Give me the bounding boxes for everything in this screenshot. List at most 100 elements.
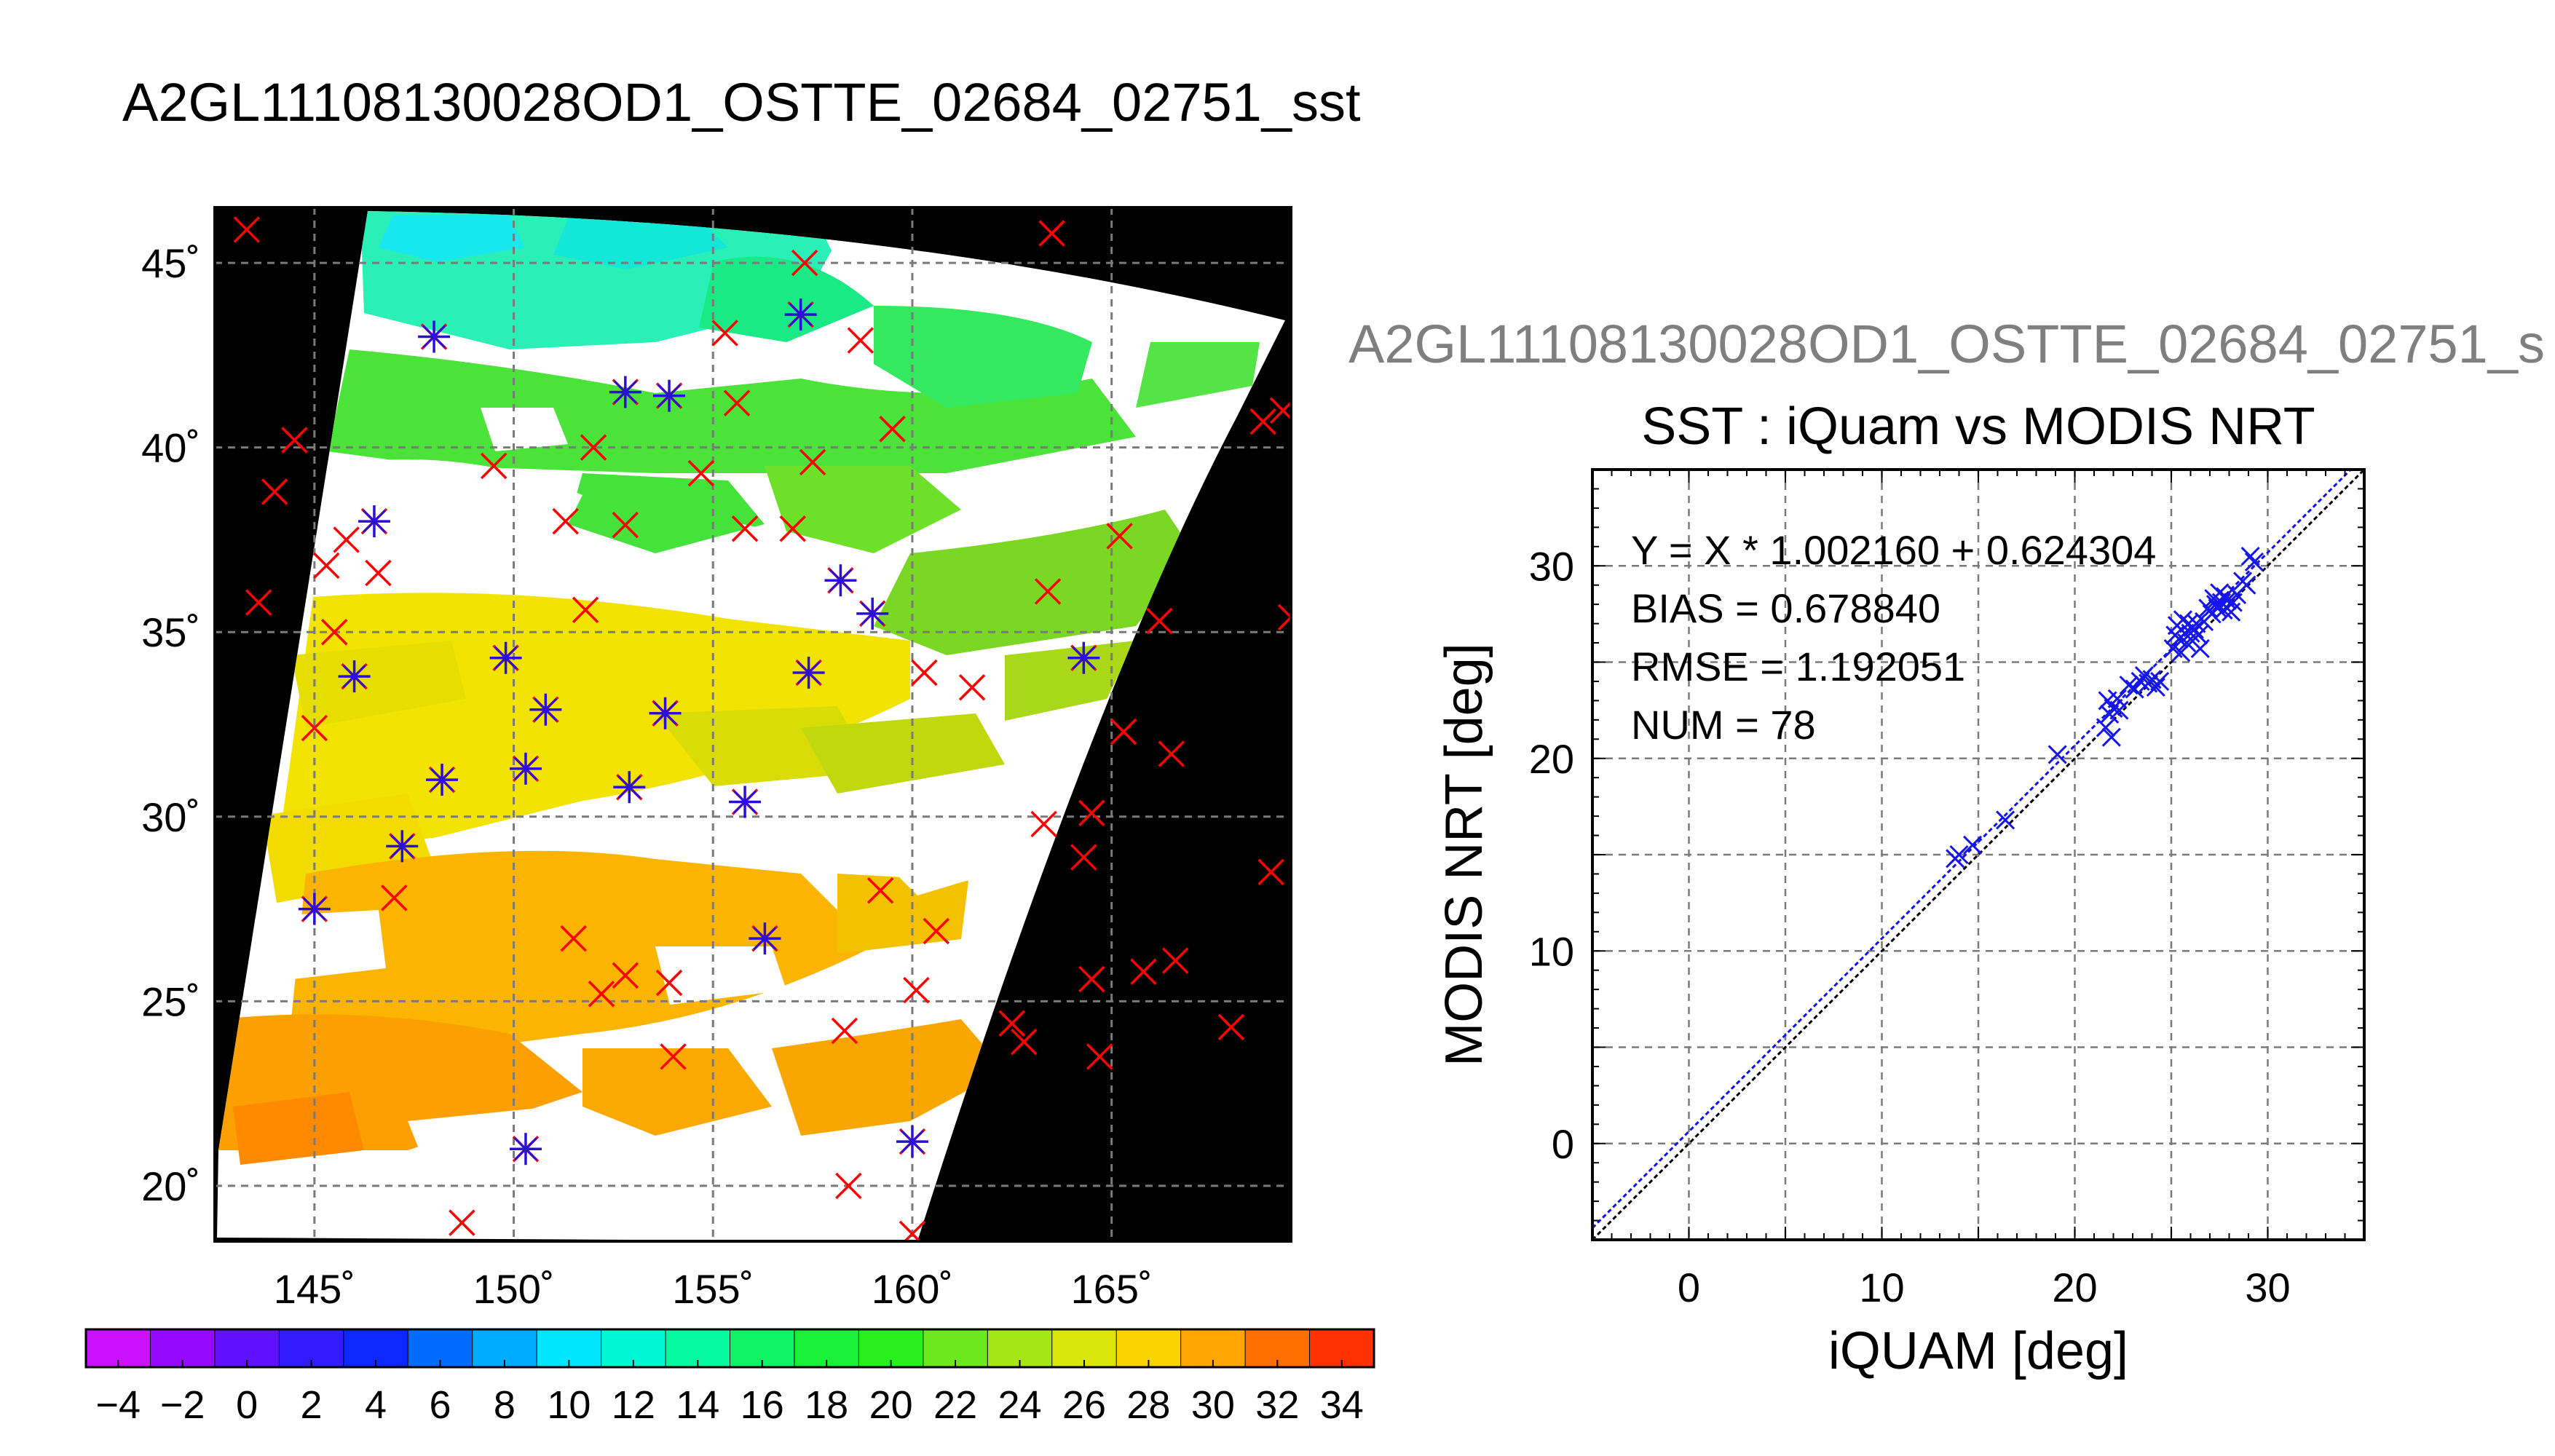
colorbar-tick-label: 30 bbox=[1191, 1383, 1235, 1427]
marker-stroke bbox=[1034, 578, 1062, 605]
colorbar-tick-label: −2 bbox=[160, 1383, 205, 1427]
point-stroke bbox=[2163, 638, 2183, 659]
colorbar-tick-label: 8 bbox=[494, 1383, 516, 1427]
map-x-tick-label: 155˚ bbox=[672, 1266, 754, 1312]
unmatched-point-marker bbox=[847, 327, 874, 354]
unmatched-point-marker bbox=[655, 969, 683, 997]
map-y-tick-label: 45˚ bbox=[141, 240, 200, 286]
map-grid bbox=[215, 207, 1291, 1241]
matched-point-marker bbox=[298, 893, 331, 925]
point-stroke bbox=[2217, 590, 2237, 610]
unmatched-point-marker bbox=[1106, 523, 1133, 550]
colorbar-tick-label: 2 bbox=[301, 1383, 323, 1427]
map-y-tick-label: 30˚ bbox=[141, 794, 200, 840]
scatter-point bbox=[2100, 704, 2120, 724]
marker-stroke bbox=[831, 1017, 858, 1045]
marker-stroke bbox=[835, 1172, 862, 1200]
unmatched-point-marker bbox=[261, 478, 288, 505]
scatter-point bbox=[2109, 700, 2129, 720]
marker-stroke bbox=[281, 427, 308, 454]
colorbar-tick-label: −4 bbox=[95, 1383, 141, 1427]
x-axis-label: iQUAM [deg] bbox=[1828, 1322, 2128, 1380]
scatter-point bbox=[2244, 552, 2264, 572]
marker-stroke bbox=[829, 569, 853, 593]
marker-stroke bbox=[779, 515, 806, 542]
marker-stroke bbox=[560, 925, 587, 952]
point-stroke bbox=[2104, 698, 2123, 719]
map-markers bbox=[233, 216, 1291, 1241]
map-y-tick-label: 35˚ bbox=[141, 609, 200, 655]
marker-stroke bbox=[1162, 947, 1189, 974]
unmatched-point-marker bbox=[731, 515, 759, 542]
point-stroke bbox=[1996, 810, 2015, 830]
stats-annotation: NUM = 78 bbox=[1631, 702, 1816, 748]
marker-stroke bbox=[1038, 220, 1065, 247]
stats-annotations: Y = X * 1.002160 + 0.624304 BIAS = 0.6788… bbox=[1631, 527, 2156, 748]
scatter-point bbox=[2146, 677, 2165, 697]
marker-stroke bbox=[534, 697, 558, 721]
scatter-point bbox=[2096, 718, 2115, 737]
unmatched-point-marker bbox=[1249, 408, 1276, 435]
unmatched-point-marker bbox=[1162, 947, 1189, 974]
stats-annotation: BIAS = 0.678840 bbox=[1631, 585, 1940, 631]
unmatched-point-marker bbox=[879, 416, 906, 443]
unmatched-point-marker bbox=[572, 596, 599, 624]
point-stroke bbox=[2205, 595, 2226, 614]
unmatched-point-marker bbox=[612, 511, 639, 539]
marker-stroke bbox=[1277, 604, 1291, 620]
scatter-point bbox=[2216, 587, 2235, 606]
point-stroke bbox=[2096, 718, 2115, 737]
marker-stroke bbox=[1217, 1013, 1245, 1041]
scatter-point bbox=[2104, 698, 2123, 719]
point-stroke bbox=[2208, 598, 2227, 618]
marker-stroke bbox=[480, 452, 508, 480]
colorbar-tick-label: 28 bbox=[1126, 1383, 1170, 1427]
point-stroke bbox=[2150, 671, 2170, 692]
marker-stroke bbox=[1130, 958, 1157, 986]
unmatched-point-marker bbox=[1070, 844, 1097, 871]
colorbar-tick-label: 22 bbox=[933, 1383, 977, 1427]
marker-stroke bbox=[1269, 400, 1291, 424]
marker-stroke bbox=[723, 389, 751, 417]
colorbar-tick-label: 24 bbox=[998, 1383, 1041, 1427]
marker-stroke bbox=[261, 478, 288, 505]
matched-point-marker bbox=[609, 376, 641, 408]
marker-stroke bbox=[365, 559, 392, 587]
marker-stroke bbox=[711, 320, 738, 347]
scatter-point bbox=[2205, 595, 2226, 614]
point-stroke bbox=[2177, 633, 2197, 653]
marker-stroke bbox=[513, 1137, 538, 1161]
matched-point-marker bbox=[489, 641, 522, 674]
point-stroke bbox=[1949, 844, 1969, 865]
fit-lines bbox=[1592, 470, 2364, 1240]
marker-stroke bbox=[612, 511, 639, 539]
marker-stroke bbox=[879, 416, 906, 443]
marker-stroke bbox=[657, 384, 682, 408]
map-y-tick-label: 40˚ bbox=[141, 425, 200, 471]
unmatched-point-marker bbox=[1146, 607, 1173, 635]
scatter-point bbox=[2190, 638, 2210, 659]
point-stroke bbox=[2244, 552, 2264, 572]
unmatched-point-marker bbox=[560, 925, 587, 952]
matched-point-marker bbox=[749, 922, 781, 955]
matched-point-marker bbox=[649, 697, 682, 729]
unmatched-point-marker bbox=[381, 885, 408, 911]
marker-stroke bbox=[1249, 408, 1276, 435]
unmatched-point-marker bbox=[1078, 965, 1105, 993]
scatter-point bbox=[1962, 835, 1983, 855]
scatter-point bbox=[2240, 546, 2260, 566]
unmatched-point-marker bbox=[799, 448, 826, 476]
marker-stroke bbox=[613, 380, 637, 404]
point-stroke bbox=[1962, 835, 1983, 855]
unmatched-point-marker bbox=[612, 962, 639, 989]
marker-stroke bbox=[1158, 740, 1185, 767]
point-stroke bbox=[2142, 670, 2162, 689]
point-stroke bbox=[2125, 679, 2144, 699]
scatter-point bbox=[2237, 575, 2256, 595]
marker-stroke bbox=[588, 980, 615, 1008]
unmatched-point-marker bbox=[449, 1209, 475, 1236]
unmatched-point-marker bbox=[923, 917, 950, 945]
marker-stroke bbox=[797, 660, 821, 685]
scatter-x-tick-label: 10 bbox=[1859, 1265, 1904, 1310]
point-stroke bbox=[2107, 689, 2127, 708]
